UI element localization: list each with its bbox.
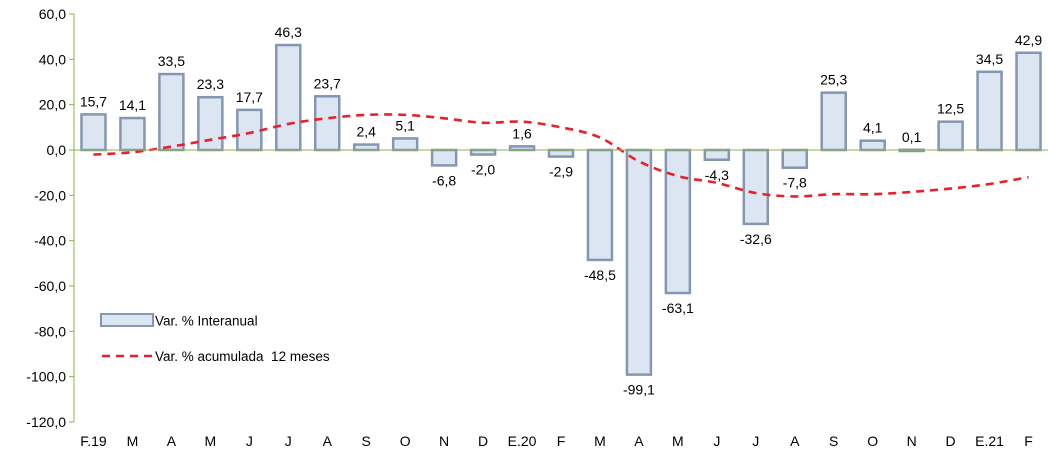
line-series bbox=[93, 113, 1029, 198]
bar bbox=[236, 108, 263, 152]
x-tick-label: M bbox=[205, 433, 217, 449]
y-tick-label: -80,0 bbox=[34, 323, 66, 339]
x-tick-label: F.19 bbox=[80, 433, 107, 449]
cumulative-line bbox=[93, 113, 1029, 198]
bar bbox=[703, 148, 731, 161]
x-tick-label: O bbox=[400, 433, 411, 449]
data-label: 0,1 bbox=[902, 129, 922, 145]
legend: Var. % Interanual Var. % acumulada 12 me… bbox=[100, 313, 330, 364]
x-tick-label: J bbox=[285, 433, 292, 449]
bar bbox=[937, 120, 964, 152]
x-tick-label: S bbox=[829, 433, 838, 449]
data-label: -4,3 bbox=[705, 167, 729, 183]
x-tick-label: M bbox=[127, 433, 139, 449]
x-tick-label: M bbox=[672, 433, 684, 449]
data-label: -6,8 bbox=[432, 172, 456, 188]
data-label: -48,5 bbox=[584, 267, 616, 283]
bar bbox=[430, 148, 458, 167]
y-tick-label: 0,0 bbox=[47, 142, 67, 158]
x-tick-label: E.20 bbox=[508, 433, 537, 449]
data-label: -63,1 bbox=[662, 300, 694, 316]
data-label: 34,5 bbox=[976, 51, 1003, 67]
x-tick-label: O bbox=[867, 433, 878, 449]
data-label: -99,1 bbox=[623, 382, 655, 398]
y-tick-label: -100,0 bbox=[26, 369, 66, 385]
bar bbox=[664, 148, 692, 295]
bar bbox=[820, 91, 847, 152]
legend-line-label: Var. % acumulada 12 meses bbox=[155, 349, 330, 364]
y-tick-label: 60,0 bbox=[39, 6, 66, 22]
x-tick-label: A bbox=[634, 433, 644, 449]
bar-series bbox=[80, 43, 1042, 376]
data-label: 25,3 bbox=[820, 72, 847, 88]
bar bbox=[469, 148, 497, 156]
data-label: 12,5 bbox=[937, 101, 964, 117]
data-label: 23,3 bbox=[197, 76, 224, 92]
data-label: 14,1 bbox=[119, 97, 146, 113]
x-axis: F.19 M A M J J A S O N D E.20 F M A M J J A S O N D E.21 F bbox=[74, 149, 1048, 449]
bar bbox=[586, 148, 614, 262]
data-label: 2,4 bbox=[356, 124, 376, 140]
data-label: -32,6 bbox=[740, 231, 772, 247]
data-label: -2,0 bbox=[471, 162, 495, 178]
bar bbox=[1015, 51, 1042, 152]
x-tick-label: J bbox=[752, 433, 759, 449]
legend-bar-label: Var. % Interanual bbox=[155, 314, 258, 329]
x-tick-label: N bbox=[439, 433, 449, 449]
x-tick-label: J bbox=[246, 433, 253, 449]
x-tick-label: J bbox=[713, 433, 720, 449]
bar bbox=[508, 145, 536, 152]
x-tick-label: S bbox=[362, 433, 371, 449]
data-label: 17,7 bbox=[236, 89, 263, 105]
x-tick-label: A bbox=[790, 433, 800, 449]
bar bbox=[742, 148, 770, 226]
bar bbox=[352, 143, 380, 152]
bar bbox=[391, 137, 419, 152]
legend-bar-swatch bbox=[100, 313, 154, 327]
bar bbox=[197, 95, 224, 152]
x-tick-label: D bbox=[946, 433, 956, 449]
data-label: -2,9 bbox=[549, 164, 573, 180]
data-label: 46,3 bbox=[275, 24, 302, 40]
y-tick-label: -60,0 bbox=[34, 278, 66, 294]
y-tick-label: -20,0 bbox=[34, 187, 66, 203]
data-label: 33,5 bbox=[158, 53, 185, 69]
y-tick-label: 20,0 bbox=[39, 97, 66, 113]
data-label: 42,9 bbox=[1015, 32, 1042, 48]
data-label: 5,1 bbox=[395, 117, 415, 133]
bar bbox=[158, 72, 185, 152]
y-tick-label: 40,0 bbox=[39, 51, 66, 67]
bar bbox=[781, 148, 809, 169]
data-label: 4,1 bbox=[863, 120, 883, 136]
data-label: 1,6 bbox=[512, 125, 532, 141]
y-axis: 60,0 40,0 20,0 0,0 -20,0 -40,0 -60,0 -80,0 -100,… bbox=[26, 6, 75, 430]
bar bbox=[547, 148, 575, 158]
bar bbox=[275, 43, 302, 152]
bar bbox=[313, 95, 341, 152]
bar bbox=[625, 148, 653, 376]
x-tick-label: M bbox=[594, 433, 606, 449]
x-tick-label: F bbox=[1024, 433, 1033, 449]
data-label: 15,7 bbox=[80, 93, 107, 109]
x-tick-label: A bbox=[323, 433, 333, 449]
x-tick-label: N bbox=[907, 433, 917, 449]
bar bbox=[976, 70, 1003, 152]
x-tick-label: F bbox=[557, 433, 566, 449]
data-label: -7,8 bbox=[783, 175, 807, 191]
bar bbox=[859, 139, 886, 152]
y-tick-label: -40,0 bbox=[34, 233, 66, 249]
data-labels: 15,7 14,1 33,5 23,3 17,7 46,3 23,7 2,4 5,1 -6,8 -2… bbox=[80, 24, 1043, 398]
y-tick-label: -120,0 bbox=[26, 414, 66, 430]
bar bbox=[119, 116, 146, 152]
x-tick-label: D bbox=[478, 433, 488, 449]
data-label: 23,7 bbox=[314, 75, 341, 91]
x-tick-label: E.21 bbox=[975, 433, 1004, 449]
x-tick-label: A bbox=[167, 433, 177, 449]
bar bbox=[80, 113, 107, 152]
